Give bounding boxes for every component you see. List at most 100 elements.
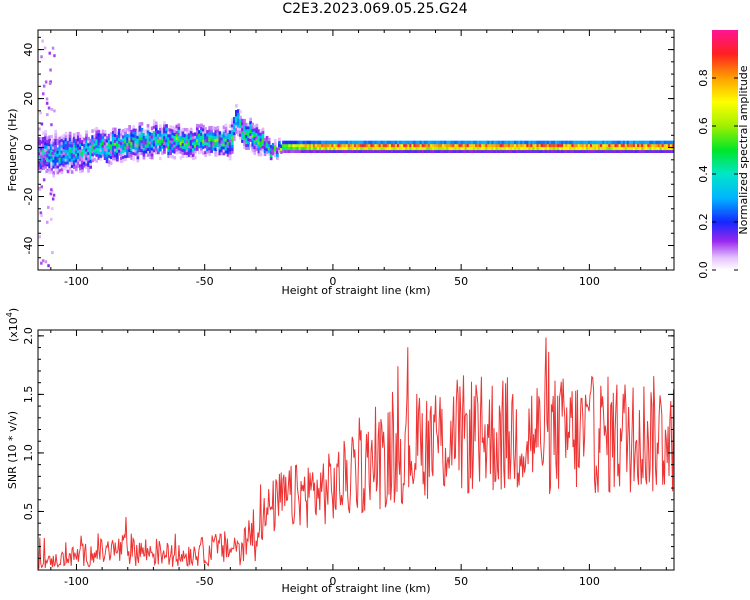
spectrogram-cell — [368, 143, 371, 148]
spectrogram-cell — [271, 145, 275, 150]
spectrogram-cell — [401, 143, 404, 148]
spectrogram-cell — [136, 150, 140, 154]
spectrogram-cell — [93, 157, 97, 162]
spectrogram-cell — [534, 140, 538, 145]
spectrogram-cell — [140, 148, 144, 152]
spectrogram-cell — [113, 142, 117, 146]
spectrogram-cell — [142, 156, 146, 160]
spectrogram-cell — [62, 163, 66, 167]
spectrogram-cell — [72, 136, 76, 140]
spectrogram-cell — [259, 149, 263, 154]
spectrogram-cell — [120, 132, 123, 137]
spectrogram-cell — [177, 138, 181, 142]
spectrogram-cell — [594, 146, 597, 151]
spectrogram-cell — [386, 140, 390, 145]
spectrogram-cell — [577, 146, 581, 151]
spectrogram-cell — [40, 166, 43, 171]
spectrogram-cell — [585, 149, 589, 153]
spectrogram-cell — [499, 143, 503, 148]
spectrogram-cell — [44, 141, 47, 146]
spectrogram-cell — [40, 149, 43, 153]
spectrogram-cell — [189, 133, 193, 138]
spectrogram-cell — [132, 142, 136, 147]
spectrogram-cell — [606, 140, 609, 145]
spectrogram-cell — [546, 143, 550, 148]
spectrogram-cell — [220, 143, 224, 147]
spectrogram-cell — [532, 146, 536, 151]
spectrogram-cell — [72, 153, 76, 158]
spectrogram-cell — [263, 152, 267, 157]
spectrogram-cell — [198, 139, 201, 143]
spectrogram-cell — [204, 138, 207, 143]
spectrogram-cell — [148, 137, 152, 142]
spectrogram-cell — [128, 136, 131, 141]
spectrogram-cell — [249, 123, 252, 128]
spectrogram-cell — [261, 145, 265, 149]
spectrogram-cell — [58, 145, 62, 149]
spectrogram-cell — [507, 143, 511, 148]
spectrogram-cell — [181, 133, 185, 138]
spectrogram-cell — [72, 133, 76, 137]
spectrogram-cell — [665, 149, 669, 153]
spectrogram-cell — [497, 143, 501, 148]
spectrogram-cell — [140, 136, 144, 141]
spectrogram-cell — [66, 155, 70, 159]
spectrogram-cell — [87, 151, 90, 155]
spectrogram-cell — [74, 164, 78, 169]
spectrogram-cell — [81, 166, 84, 170]
spectrogram-cell — [261, 133, 265, 137]
spectrogram-cell — [105, 159, 109, 164]
spectrogram-cell — [514, 143, 517, 148]
spectrogram-cell — [113, 136, 117, 140]
spectrogram-cell — [122, 143, 125, 148]
spectrogram-cell — [522, 143, 525, 148]
spectrogram-cell — [175, 148, 179, 152]
spectrogram-cell — [249, 132, 252, 136]
spectrogram-cell — [200, 141, 203, 145]
spectrogram-cell — [118, 152, 121, 156]
spectrogram-cell — [485, 140, 488, 145]
spectrogram-cell — [454, 146, 458, 151]
spectrogram-cell — [89, 150, 92, 155]
spectrogram-cell — [511, 149, 515, 153]
spectrogram-cell — [81, 160, 84, 164]
spectrogram-cell — [598, 143, 601, 148]
spectrogram-cell — [105, 141, 109, 146]
spectrogram-cell — [154, 121, 158, 125]
spectrogram-cell — [202, 145, 205, 149]
spectrogram-cell — [255, 126, 259, 131]
spectrogram-cell — [196, 144, 199, 148]
spectrogram-cell — [583, 146, 587, 151]
y-tick-label: 40 — [22, 43, 35, 57]
spectrogram-cell — [196, 141, 199, 145]
spectrogram-cell — [534, 146, 538, 151]
spectrogram-cell — [446, 143, 449, 148]
spectrogram-cell — [468, 149, 472, 153]
spectrogram-cell — [152, 137, 156, 141]
spectrogram-cell — [557, 143, 560, 148]
spectrogram-cell — [51, 151, 54, 155]
spectrogram-cell — [440, 146, 443, 151]
spectrogram-cell — [620, 143, 624, 148]
spectrogram-cell — [41, 259, 45, 263]
spectrogram-cell — [214, 153, 218, 157]
spectrogram-cell — [122, 134, 125, 139]
spectrogram-cell — [251, 125, 255, 129]
spectrogram-cell — [602, 143, 605, 148]
spectrogram-cell — [339, 140, 343, 145]
spectrogram-cell — [64, 137, 68, 142]
spectrogram-cell — [419, 146, 423, 151]
spectrogram-cell — [509, 140, 513, 145]
spectrogram-cell — [134, 137, 138, 141]
spectrogram-cell — [91, 141, 94, 145]
spectrogram-cell — [109, 135, 113, 139]
spectrogram-cell — [235, 104, 238, 108]
spectrogram-cell — [68, 158, 72, 162]
spectrogram-cell — [54, 168, 58, 172]
spectrogram-cell — [97, 141, 101, 145]
spectrogram-cell — [255, 135, 259, 140]
spectrogram-cell — [39, 211, 43, 215]
spectrogram-cell — [649, 140, 653, 145]
spectrogram-cell — [85, 165, 88, 170]
spectrogram-cell — [105, 150, 109, 155]
